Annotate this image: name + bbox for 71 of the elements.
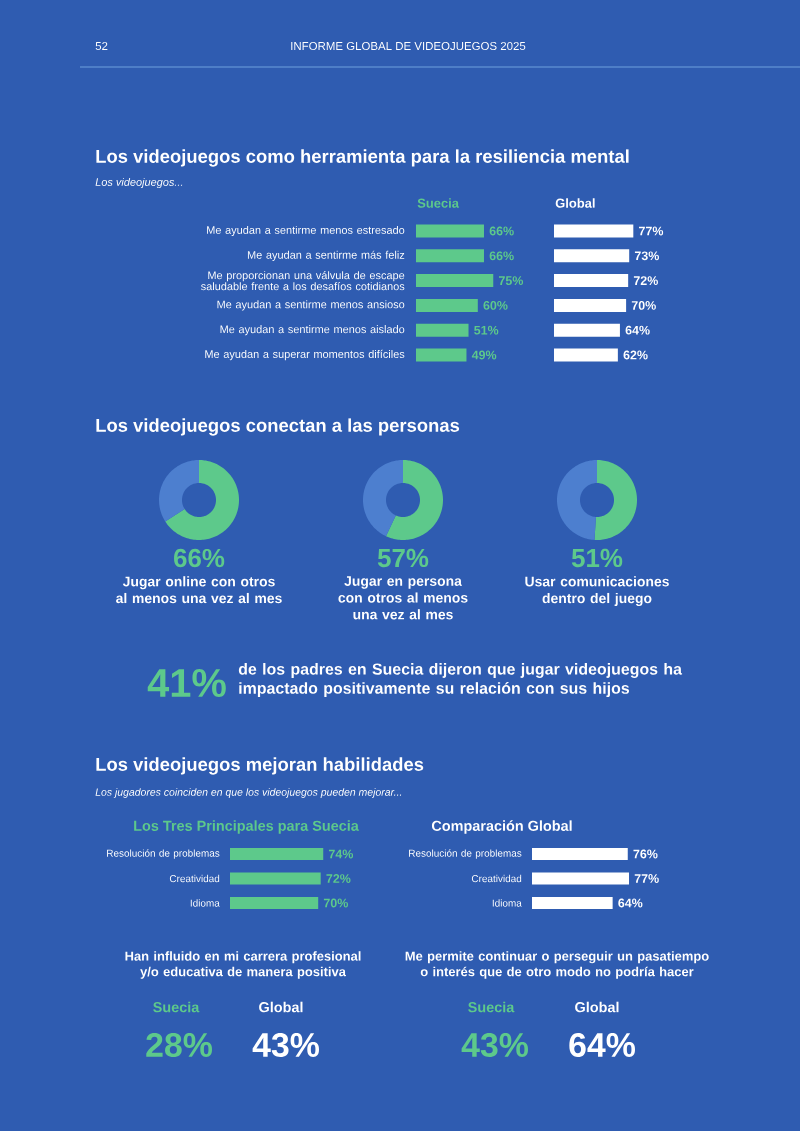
- text: INFORME GLOBAL DE VIDEOJUEGOS 2025: [291, 41, 526, 51]
- category-label: Creatividad: [169, 874, 219, 883]
- data-label: 75%: [498, 276, 523, 285]
- chart-title: Los Tres Principales para Suecia: [133, 820, 359, 834]
- category-label: Me ayudan a sentirme menos ansioso: [217, 300, 405, 311]
- text: 28%: [146, 1033, 212, 1057]
- text: de los padres en Suecia dijeron que jugar videojuegos ha impactado positivamente su relación con sus hijos: [238, 663, 682, 697]
- text: Han influido en mi carrera profesional y/o educativa de manera positiva: [125, 951, 361, 979]
- data-label: 77%: [634, 874, 659, 883]
- data-label: 57%: [377, 548, 429, 568]
- category-label: Me ayudan a sentirme menos aislado: [220, 325, 405, 336]
- text: 43%: [252, 1032, 319, 1058]
- bar: [553, 224, 634, 238]
- text: Global: [258, 1001, 303, 1013]
- bar: [553, 274, 628, 288]
- data-label: 49%: [471, 350, 497, 360]
- data-label: 73%: [634, 251, 659, 261]
- bar: [553, 298, 626, 312]
- category-label: Me ayudan a superar momentos difíciles: [205, 349, 405, 361]
- category-label: Resolución de problemas: [106, 849, 220, 859]
- text: 43%: [461, 1032, 528, 1058]
- text: Los videojuegos como herramienta para la resiliencia mental: [96, 149, 629, 167]
- data-label: 66%: [173, 548, 225, 568]
- bar: [553, 323, 620, 337]
- data-label: 72%: [633, 276, 658, 285]
- text: Jugar en persona con otros al menos una vez al mes: [338, 576, 468, 620]
- text: Los jugadores coinciden en que los videojuegos pueden mejorar...: [95, 788, 401, 798]
- bar: [415, 224, 484, 238]
- bar: [415, 323, 469, 337]
- bar: [553, 348, 618, 362]
- category-label: Idioma: [492, 899, 522, 907]
- category-label: Resolución de problemas: [408, 849, 522, 859]
- data-label: 51%: [571, 548, 623, 568]
- text: Suecia: [152, 1001, 200, 1013]
- category-label: Idioma: [190, 899, 220, 907]
- data-label: 76%: [633, 849, 658, 859]
- data-label: 64%: [618, 898, 643, 908]
- data-label: 60%: [483, 301, 508, 310]
- series-label: Suecia: [417, 198, 459, 208]
- text: Global: [574, 1001, 619, 1013]
- data-label: 66%: [489, 226, 514, 236]
- data-label: 62%: [623, 350, 648, 360]
- data-label: 70%: [631, 301, 656, 310]
- text: Me permite continuar o perseguir un pasatiempo o interés que de otro modo no podría hacer: [405, 951, 709, 979]
- data-label: 66%: [489, 251, 514, 261]
- text: 41%: [147, 669, 226, 698]
- bar: [415, 249, 484, 263]
- category-label: Me ayudan a sentirme menos estresado: [206, 225, 405, 237]
- category-label: Creatividad: [471, 874, 521, 883]
- text: Los videojuegos mejoran habilidades: [96, 757, 424, 775]
- bar: [415, 298, 478, 312]
- data-label: 74%: [328, 849, 353, 859]
- category-label: Me ayudan a sentirme más feliz: [247, 250, 405, 261]
- text: 52: [95, 41, 108, 51]
- bar: [553, 249, 630, 263]
- bar: [415, 348, 467, 362]
- chart-title: Comparación Global: [431, 820, 572, 834]
- text: 64%: [569, 1033, 635, 1057]
- data-label: 77%: [638, 226, 663, 236]
- text: Jugar online con otros al menos una vez al mes: [115, 576, 282, 604]
- text: Suecia: [467, 1001, 515, 1013]
- text: Usar comunicaciones dentro del juego: [525, 576, 669, 606]
- category-label: Me proporcionan una válvula de escape saludable frente a los desafíos cotidianos: [200, 271, 405, 291]
- text: Los videojuegos...: [95, 177, 182, 189]
- data-label: 70%: [323, 898, 348, 908]
- data-label: 64%: [625, 325, 650, 335]
- text: Los videojuegos conectan a las personas: [96, 418, 459, 436]
- series-label: Global: [555, 198, 595, 208]
- bar: [415, 274, 494, 288]
- data-label: 51%: [473, 325, 499, 335]
- data-label: 72%: [326, 874, 351, 883]
